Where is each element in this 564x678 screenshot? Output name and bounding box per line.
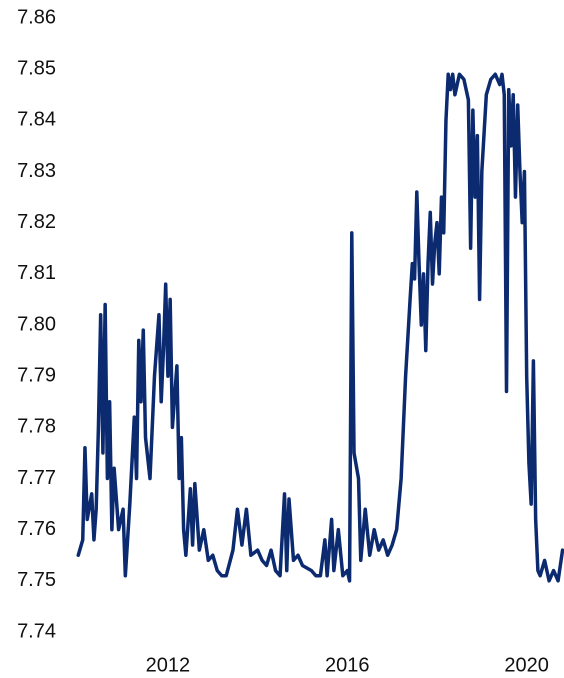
y-tick-label: 7.75 — [17, 569, 56, 591]
data-line — [76, 72, 564, 583]
y-tick-label: 7.79 — [17, 364, 56, 386]
y-tick-label: 7.81 — [17, 262, 56, 284]
y-tick-label: 7.85 — [17, 57, 56, 79]
y-tick-label: 7.78 — [17, 416, 56, 438]
y-tick-label: 7.74 — [17, 620, 56, 642]
y-tick-label: 7.83 — [17, 160, 56, 182]
x-tick-label: 2016 — [325, 654, 370, 676]
y-tick-label: 7.82 — [17, 211, 56, 233]
y-tick-label: 7.80 — [17, 313, 56, 335]
y-tick-label: 7.77 — [17, 467, 56, 489]
y-tick-label: 7.76 — [17, 518, 56, 540]
y-tick-label: 7.86 — [17, 6, 56, 28]
y-tick-label: 7.84 — [17, 109, 56, 131]
x-tick-label: 2012 — [146, 654, 191, 676]
x-tick-label: 2020 — [504, 654, 549, 676]
